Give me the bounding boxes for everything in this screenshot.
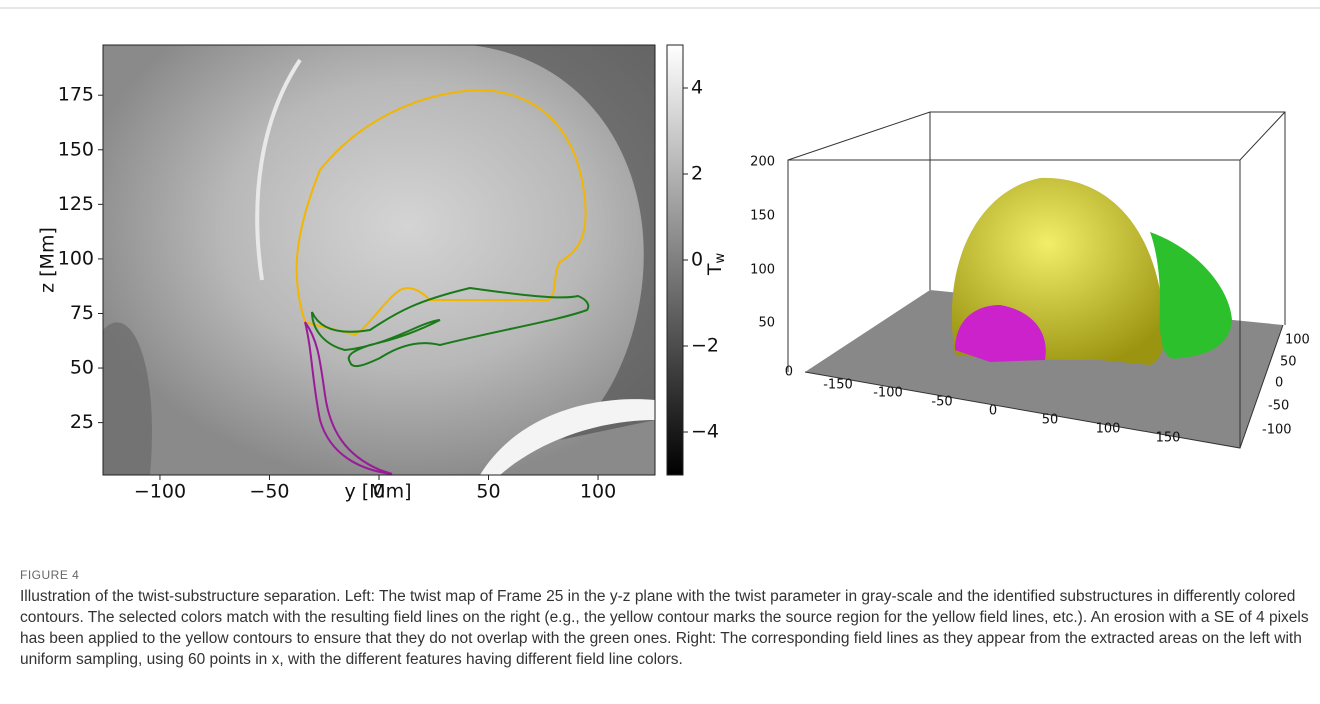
y3d-tick-label: -50 [1268, 399, 1289, 414]
y-tick-label: 100 [58, 247, 94, 269]
x3d-tick-label: 150 [1156, 431, 1181, 446]
x-tick-label: −100 [134, 481, 186, 503]
x3d-tick-label: 0 [989, 404, 997, 419]
page: z [Mm] y [Mm] Tw −100−500501002550751001… [0, 0, 1320, 704]
box-edge [788, 112, 1285, 160]
y-tick-label: 50 [70, 357, 94, 379]
colorbar-tick-label: −4 [691, 421, 719, 443]
x-tick-label: 50 [476, 481, 500, 503]
z-tick-label: 0 [785, 365, 793, 380]
x3d-tick-label: 50 [1042, 413, 1059, 428]
colorbar-label: Tw [704, 253, 728, 277]
y-tick-label: 75 [70, 302, 94, 324]
x-tick-label: −50 [249, 481, 289, 503]
x-tick-label: 100 [580, 481, 616, 503]
y-tick-label: 25 [70, 411, 94, 433]
z-tick-label: 150 [750, 209, 775, 224]
x-tick-label: 0 [373, 481, 385, 503]
y-axis-label: z [Mm] [37, 227, 59, 293]
colorbar-tick-label: 2 [691, 163, 703, 185]
x3d-tick-label: -100 [873, 386, 903, 401]
z-tick-label: 50 [758, 316, 775, 331]
colorbar-tick-label: 4 [691, 77, 703, 99]
colorbar-tick-label: −2 [691, 335, 719, 357]
y3d-tick-label: 50 [1280, 355, 1297, 370]
caption-label: FIGURE 4 [20, 568, 1310, 582]
caption: FIGURE 4 Illustration of the twist-subst… [20, 568, 1310, 670]
y3d-tick-label: 100 [1285, 333, 1310, 348]
y-tick-label: 150 [58, 138, 94, 160]
green-field-lines [1150, 232, 1232, 359]
y3d-tick-label: 0 [1275, 376, 1283, 391]
colorbar-symbol: T [704, 263, 726, 276]
z-tick-label: 200 [750, 155, 775, 170]
y-tick-label: 125 [58, 193, 94, 215]
x3d-tick-label: 100 [1096, 422, 1121, 437]
colorbar-tick-label: 0 [691, 249, 703, 271]
z-tick-label: 100 [750, 263, 775, 278]
caption-text: Illustration of the twist-substructure s… [20, 586, 1310, 670]
colorbar [667, 45, 683, 475]
y3d-tick-label: -100 [1262, 423, 1292, 438]
y-tick-label: 175 [58, 84, 94, 106]
x3d-tick-label: -50 [931, 395, 952, 410]
x3d-tick-label: -150 [823, 378, 853, 393]
colorbar-subscript: w [713, 253, 728, 264]
